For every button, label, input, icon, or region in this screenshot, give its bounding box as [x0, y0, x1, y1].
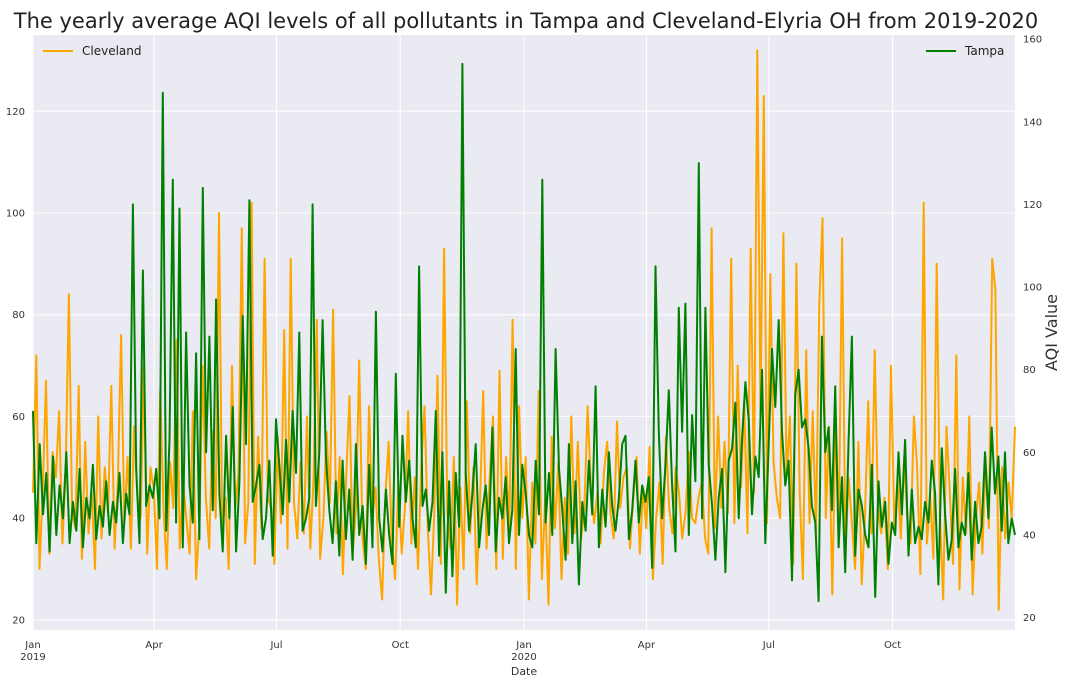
x-tick-label: Jul — [269, 640, 282, 651]
y-axis-right-label: AQI Value — [1042, 294, 1061, 371]
y-left-tick-label: 100 — [6, 208, 25, 219]
x-tick-year-label: 2020 — [511, 652, 536, 663]
legend-label-tampa: Tampa — [964, 44, 1004, 58]
y-right-tick-label: 60 — [1023, 448, 1036, 459]
grid — [32, 35, 1015, 630]
x-tick-label: Apr — [145, 640, 163, 651]
y-left-tick-label: 80 — [12, 310, 25, 321]
x-tick-label: Jul — [762, 640, 775, 651]
legend-cleveland: Cleveland — [43, 44, 142, 58]
legend-tampa: Tampa — [926, 44, 1004, 58]
y-left-tick-label: 40 — [12, 514, 25, 525]
x-tick-label: Jan — [515, 640, 531, 651]
y-right-tick-label: 80 — [1023, 365, 1036, 376]
x-axis-label: Date — [511, 665, 538, 678]
series-line-tampa — [32, 62, 1016, 603]
x-tick-label: Oct — [392, 640, 409, 651]
y-right-tick-label: 140 — [1023, 117, 1042, 128]
y-right-tick-label: 20 — [1023, 613, 1036, 624]
y-left-tick-label: 60 — [12, 412, 25, 423]
y-left-tick-label: 20 — [12, 615, 25, 626]
y-right-tick-label: 120 — [1023, 200, 1042, 211]
ticks: 2040608010012020406080100120140160Jan201… — [6, 35, 1042, 663]
x-tick-label: Oct — [884, 640, 901, 651]
y-right-tick-label: 160 — [1023, 35, 1042, 46]
x-tick-label: Jan — [24, 640, 40, 651]
x-tick-label: Apr — [638, 640, 656, 651]
y-right-tick-label: 100 — [1023, 283, 1042, 294]
y-left-tick-label: 120 — [6, 107, 25, 118]
y-right-tick-label: 40 — [1023, 530, 1036, 541]
legend-label-cleveland: Cleveland — [82, 44, 142, 58]
series-layer — [32, 49, 1016, 611]
x-tick-year-label: 2019 — [20, 652, 45, 663]
chart-title: The yearly average AQI levels of all pol… — [13, 9, 1038, 33]
